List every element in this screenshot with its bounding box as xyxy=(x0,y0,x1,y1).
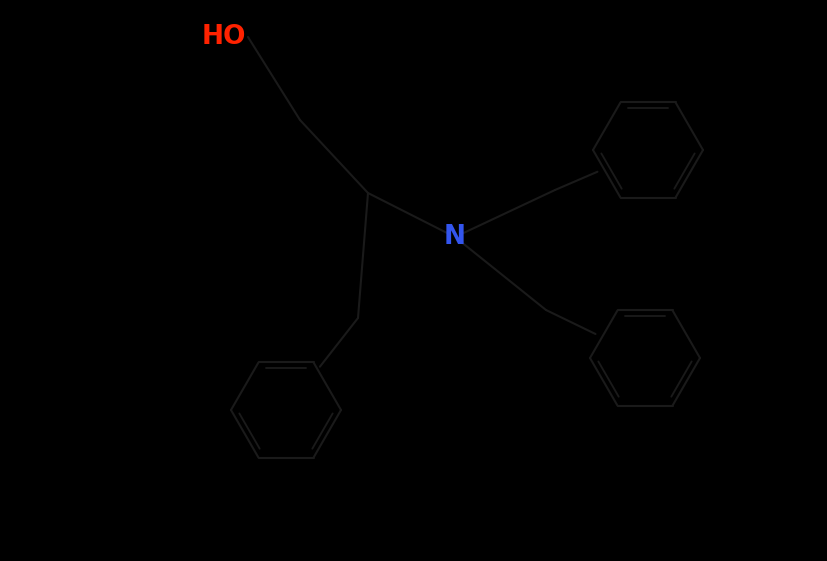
Text: HO: HO xyxy=(202,24,246,50)
Text: N: N xyxy=(444,224,466,250)
